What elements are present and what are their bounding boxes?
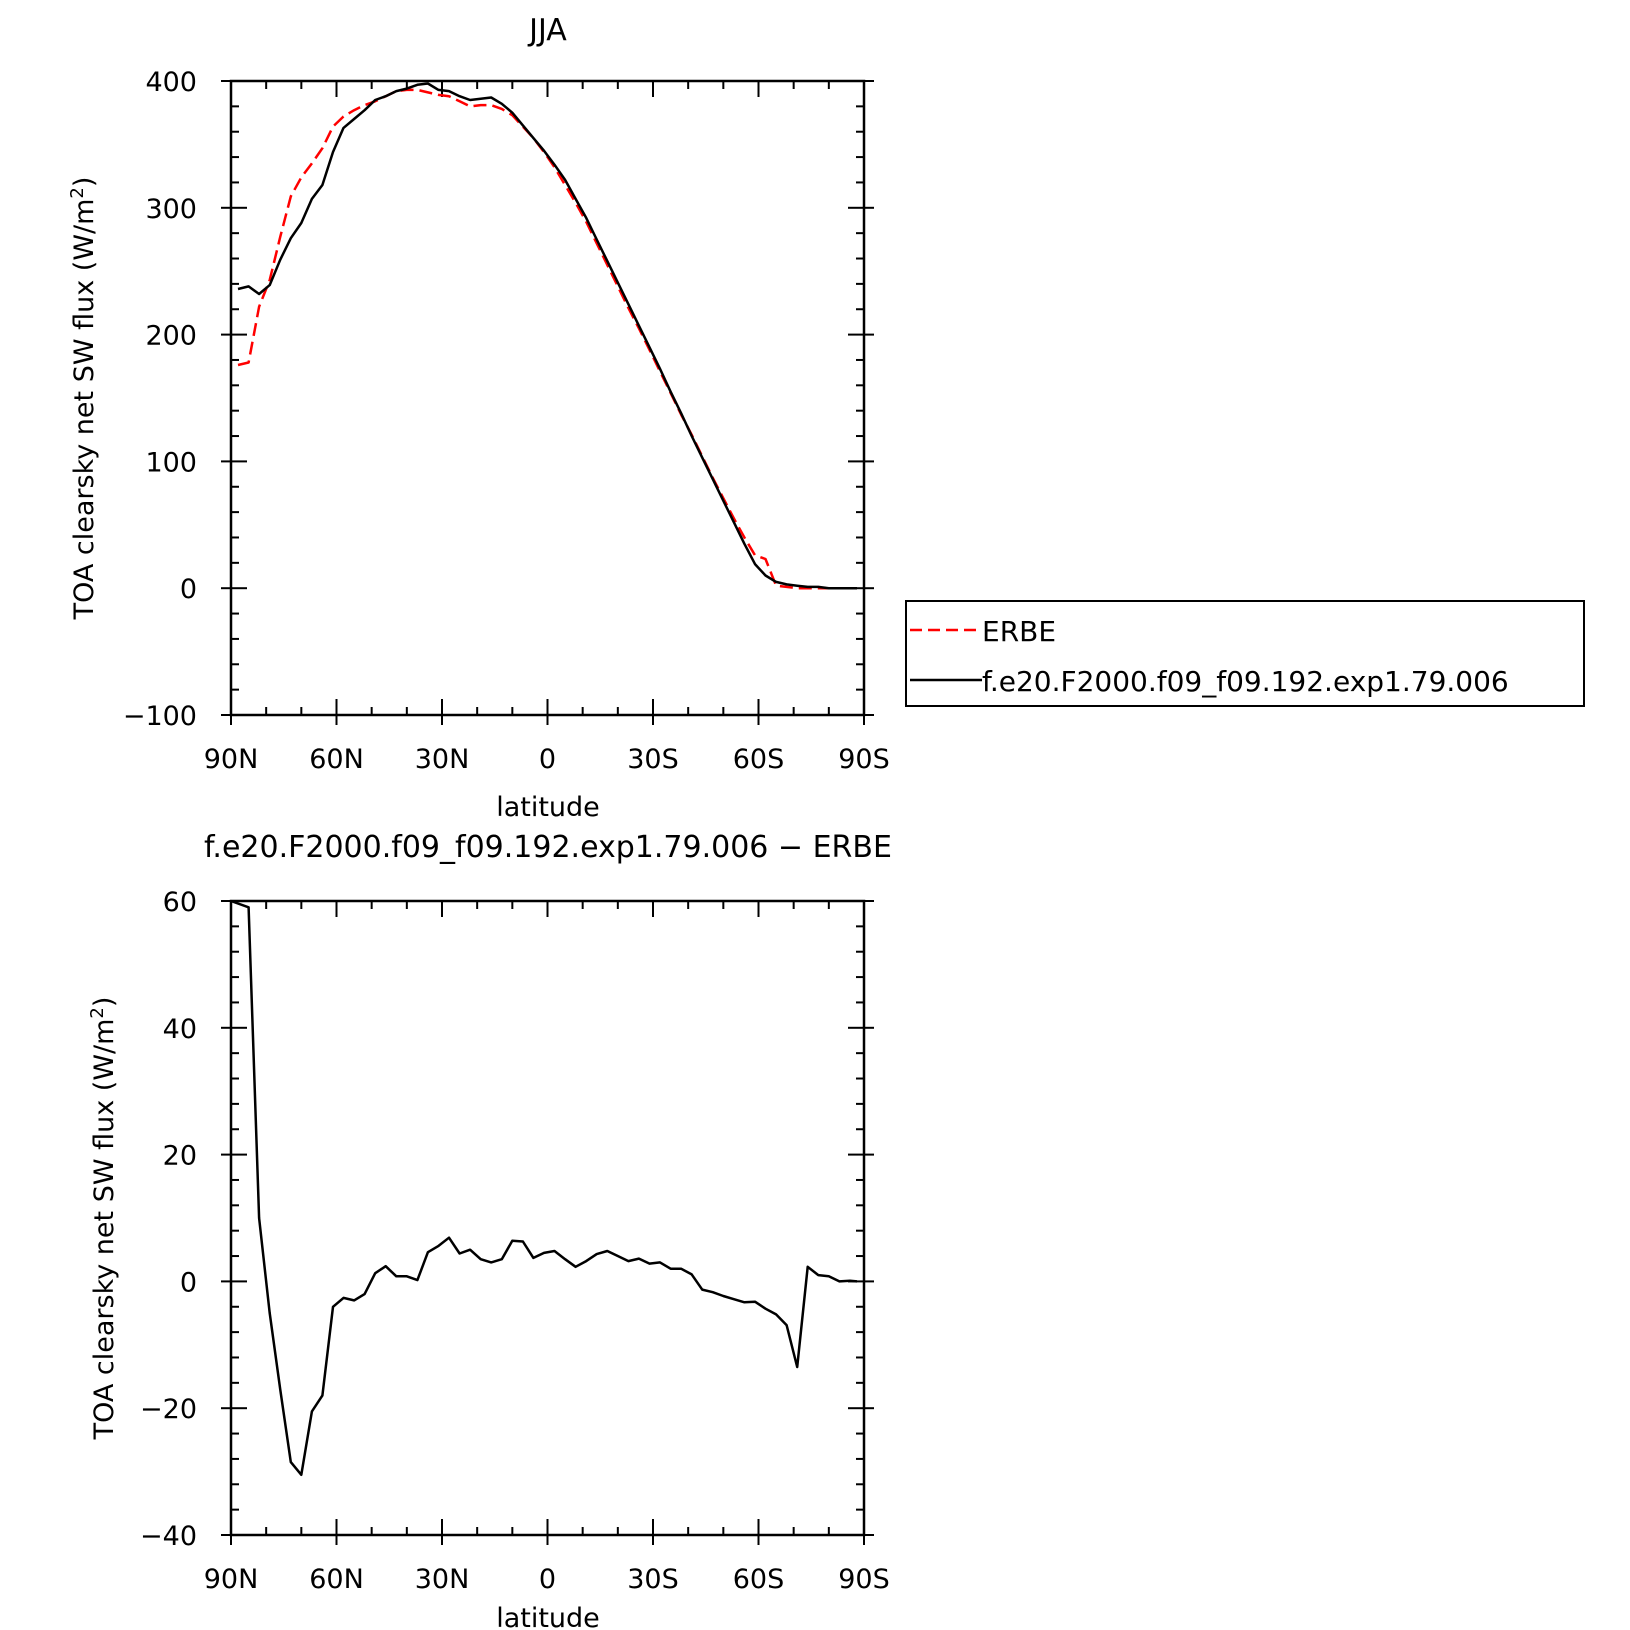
x-tick-label: 30N — [415, 1564, 470, 1595]
x-tick-label: 30S — [627, 744, 679, 775]
top-tick-marks — [221, 80, 874, 725]
y-tick-label: −100 — [123, 701, 197, 732]
bottom-y-tick-labels: −40 −20 0 20 40 60 — [140, 887, 197, 1552]
legend-label-erbe: ERBE — [982, 615, 1056, 648]
x-tick-label: 90N — [204, 744, 259, 775]
top-y-tick-labels: −100 0 100 200 300 400 — [123, 67, 197, 732]
y-tick-label: 20 — [163, 1141, 197, 1172]
legend: ERBE f.e20.F2000.f09_f09.192.exp1.79.006 — [905, 600, 1585, 707]
top-y-axis-title: TOA clearsky net SW flux (W/m2) — [67, 177, 100, 621]
y-tick-label: 200 — [145, 321, 197, 352]
x-tick-label: 0 — [539, 1564, 556, 1595]
y-tick-label: 60 — [163, 887, 197, 918]
x-tick-label: 60N — [309, 744, 364, 775]
top-chart-title: JJA — [527, 13, 567, 48]
x-tick-label: 90S — [838, 1564, 890, 1595]
bottom-x-axis-title: latitude — [496, 1603, 600, 1630]
x-tick-label: 60N — [309, 1564, 364, 1595]
top-x-tick-labels: 90N 60N 30N 0 30S 60S 90S — [204, 744, 890, 775]
top-series-line-1 — [237, 82, 857, 590]
bottom-chart-title: f.e20.F2000.f09_f09.192.exp1.79.006 − ER… — [204, 830, 892, 865]
x-tick-label: 90S — [838, 744, 890, 775]
legend-box — [905, 600, 1585, 707]
x-tick-label: 0 — [539, 744, 556, 775]
x-tick-label: 60S — [733, 744, 785, 775]
top-x-axis-title: latitude — [496, 792, 600, 823]
top-series-line-0 — [237, 88, 857, 590]
bot-series-line-0 — [230, 899, 858, 1477]
x-tick-label: 60S — [733, 1564, 785, 1595]
x-tick-label: 30S — [627, 1564, 679, 1595]
y-tick-label: 100 — [145, 447, 197, 478]
y-tick-label: 300 — [145, 194, 197, 225]
bottom-tick-marks — [221, 900, 874, 1545]
bottom-series-layer — [230, 899, 858, 1477]
y-tick-label: 40 — [163, 1014, 197, 1045]
legend-label-model: f.e20.F2000.f09_f09.192.exp1.79.006 — [982, 665, 1509, 698]
y-tick-label: −40 — [140, 1521, 197, 1552]
y-tick-label: 0 — [180, 574, 197, 605]
bottom-y-axis-title: TOA clearsky net SW flux (W/m2) — [87, 997, 120, 1441]
bottom-plot-frame — [229, 899, 866, 1537]
x-tick-label: 90N — [204, 1564, 259, 1595]
y-tick-label: 0 — [180, 1267, 197, 1298]
y-tick-label: 400 — [145, 67, 197, 98]
top-series-layer — [237, 82, 857, 590]
bottom-panel: f.e20.F2000.f09_f09.192.exp1.79.006 − ER… — [87, 830, 892, 1630]
x-tick-label: 30N — [415, 744, 470, 775]
bottom-x-tick-labels: 90N 60N 30N 0 30S 60S 90S — [204, 1564, 890, 1595]
y-tick-label: −20 — [140, 1394, 197, 1425]
top-plot-frame — [229, 79, 866, 717]
